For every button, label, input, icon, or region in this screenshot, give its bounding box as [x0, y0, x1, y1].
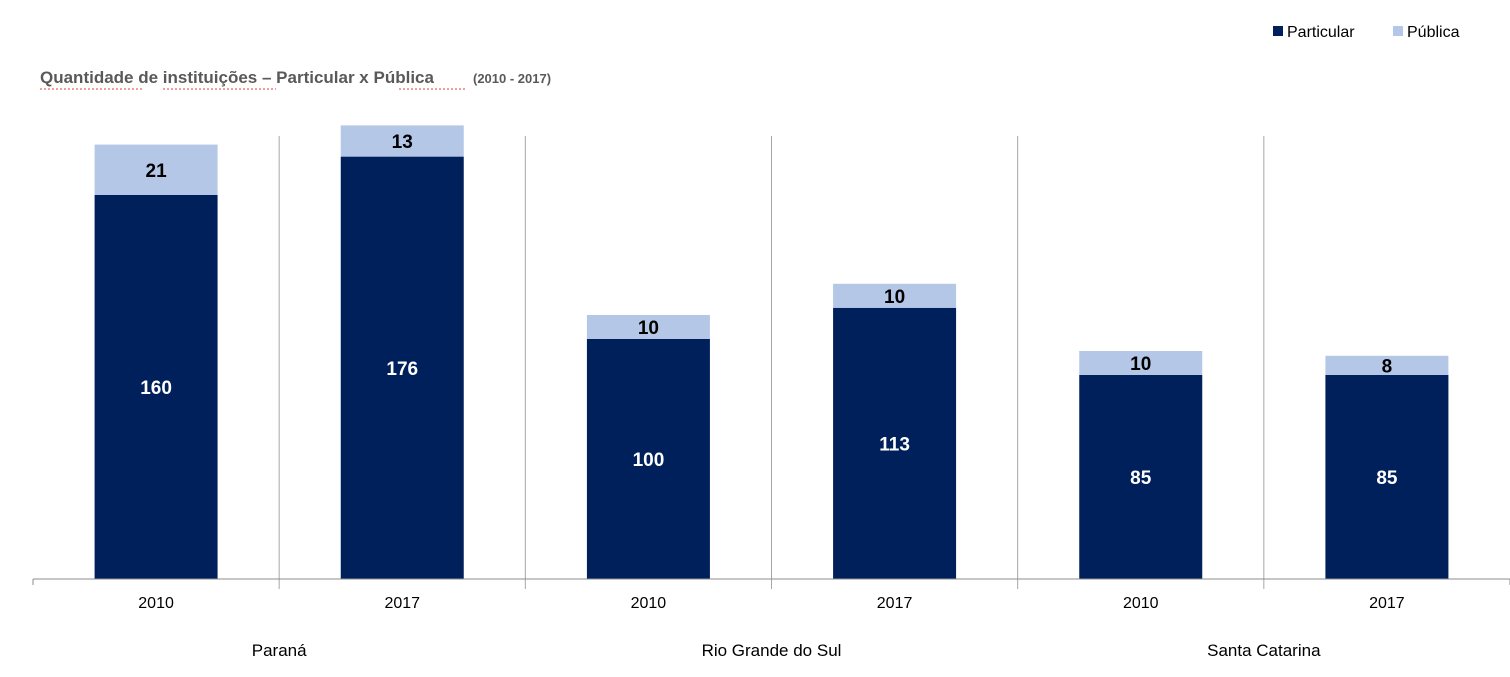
- data-label-publica: 8: [1382, 356, 1393, 377]
- group-label: Paraná: [252, 641, 307, 660]
- data-label-particular: 176: [386, 359, 418, 380]
- x-tick-label: 2017: [1369, 595, 1405, 612]
- bar-particular: [1079, 375, 1203, 579]
- data-label-particular: 85: [1376, 468, 1398, 489]
- data-label-publica: 21: [146, 161, 168, 182]
- group-label: Santa Catarina: [1207, 641, 1321, 660]
- data-label-publica: 13: [392, 132, 413, 153]
- data-label-particular: 113: [879, 434, 910, 455]
- bar-publica: [1079, 351, 1203, 375]
- bar-particular: [1325, 375, 1449, 579]
- bars: 160 21 176 13 100 10 113 10 85 10 85 8: [94, 125, 1449, 579]
- bar-publica: [1325, 355, 1449, 375]
- legend-swatch: [1393, 26, 1403, 36]
- x-tick-label: 2010: [631, 595, 667, 612]
- bar-particular: [833, 307, 957, 579]
- group-separators: [278, 136, 1265, 589]
- legend-label: Pública: [1407, 24, 1460, 41]
- data-label-particular: 85: [1130, 468, 1152, 489]
- bar-publica: [340, 125, 464, 157]
- legend: Particular Pública: [1273, 24, 1460, 41]
- x-tick-label: 2017: [384, 595, 420, 612]
- chart-subtitle: (2010 - 2017): [473, 71, 551, 86]
- bar-publica: [586, 315, 710, 339]
- bar-particular: [340, 156, 464, 579]
- data-label-particular: 160: [140, 378, 172, 399]
- x-axis: 2010 2017 2010 2017 2010 2017 Paraná Rio Grande…: [32, 578, 1510, 660]
- x-tick-label: 2010: [1123, 595, 1159, 612]
- x-tick-label: 2017: [877, 595, 913, 612]
- data-label-publica: 10: [884, 287, 905, 308]
- bar-publica: [94, 144, 218, 195]
- bar-publica: [833, 283, 957, 308]
- data-label-publica: 10: [638, 318, 659, 339]
- data-label-publica: 10: [1130, 354, 1151, 375]
- group-label: Rio Grande do Sul: [702, 641, 842, 660]
- legend-label: Particular: [1287, 24, 1355, 41]
- bar-particular: [586, 339, 710, 579]
- legend-swatch: [1273, 26, 1283, 36]
- bar-particular: [94, 195, 218, 579]
- x-tick-label: 2010: [138, 595, 174, 612]
- chart-title: Quantidade de instituições – Particular …: [40, 68, 434, 87]
- data-label-particular: 100: [633, 450, 665, 471]
